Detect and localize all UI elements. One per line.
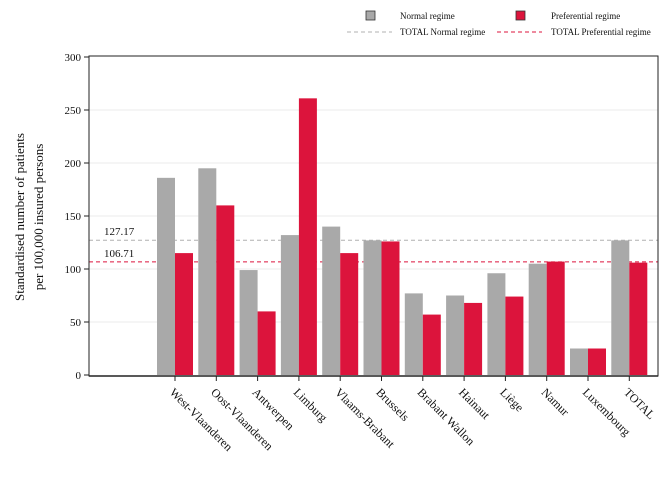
bar <box>157 177 175 375</box>
bar <box>611 240 630 375</box>
bar <box>363 240 382 375</box>
y-axis: 0 50 100 150 200 250 300 <box>65 52 89 382</box>
bar <box>588 348 606 375</box>
legend-label-total-preferential: TOTAL Preferential regime <box>551 27 651 37</box>
bars <box>157 98 648 375</box>
y-tick-label: 0 <box>76 370 82 382</box>
y-axis-label-line-1: Standardised number of patients <box>12 133 27 301</box>
x-tick-label: Brussels <box>373 385 412 424</box>
legend: Normal regime Preferential regime TOTAL … <box>347 10 651 37</box>
reference-line-label: 127.17 <box>104 226 135 238</box>
bar <box>629 262 648 375</box>
legend-label-preferential: Preferential regime <box>551 11 620 21</box>
x-axis: West-VlaanderenOost-VlaanderenAntwerpenL… <box>167 376 658 454</box>
bar <box>340 253 359 375</box>
bar <box>216 205 235 375</box>
bar <box>381 241 400 375</box>
bar <box>257 311 276 375</box>
bar <box>298 98 317 375</box>
bar <box>404 293 423 375</box>
bar <box>280 235 299 375</box>
y-tick-label: 50 <box>70 317 82 329</box>
x-tick-label: Liège <box>497 385 526 414</box>
bar <box>322 226 341 375</box>
bar <box>487 273 506 375</box>
bar <box>528 263 547 375</box>
x-tick-label: Limburg <box>291 385 330 424</box>
x-tick-label: Hainaut <box>456 385 493 422</box>
bar <box>570 348 588 375</box>
legend-label-normal: Normal regime <box>400 11 455 21</box>
y-axis-label-line-2: per 100,000 insured persons <box>31 144 46 291</box>
bar <box>546 261 565 375</box>
bar <box>175 253 193 375</box>
y-tick-label: 200 <box>65 158 82 170</box>
bar <box>446 295 465 375</box>
legend-label-total-normal: TOTAL Normal regime <box>400 27 485 37</box>
x-tick-label: Namur <box>539 385 572 418</box>
bar <box>239 270 258 375</box>
y-tick-label: 100 <box>65 264 82 276</box>
legend-swatch-preferential <box>515 10 526 21</box>
y-tick-label: 250 <box>65 105 82 117</box>
bar <box>505 296 524 375</box>
legend-swatch-normal <box>365 10 376 21</box>
bar <box>464 302 483 375</box>
y-tick-label: 300 <box>65 52 82 64</box>
x-tick-label: TOTAL <box>621 385 658 422</box>
bar <box>422 314 441 375</box>
bar <box>198 168 217 375</box>
y-tick-label: 150 <box>65 211 82 223</box>
reference-line-label: 106.71 <box>104 248 134 260</box>
